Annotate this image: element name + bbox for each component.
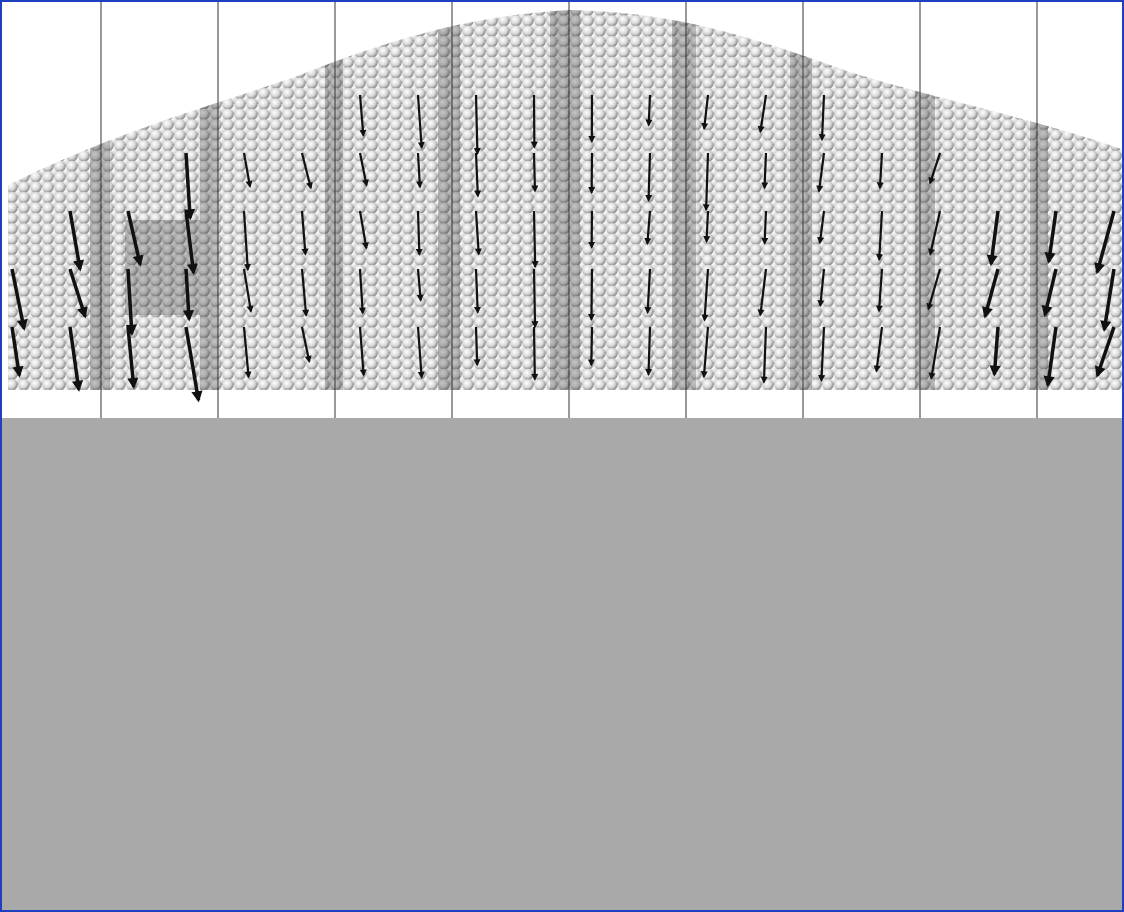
velocity-arrow — [649, 95, 650, 125]
velocity-arrow — [764, 153, 766, 188]
velocity-arrow — [418, 211, 419, 255]
velocity-arrow — [534, 327, 535, 379]
velocity-arrow — [591, 269, 592, 320]
velocity-arrow — [534, 211, 535, 267]
velocity-arrow — [591, 327, 592, 365]
velocity-arrow — [534, 153, 535, 191]
velocity-arrow — [648, 327, 650, 375]
velocity-arrow — [765, 211, 766, 243]
particle-scene — [0, 0, 1124, 912]
velocity-arrow — [534, 269, 535, 327]
velocity-arrow — [707, 211, 708, 242]
velocity-arrow — [476, 327, 477, 365]
lower-panel — [0, 418, 1124, 912]
simulation-view — [0, 0, 1124, 912]
velocity-arrow — [476, 95, 477, 154]
velocity-arrow — [649, 153, 650, 201]
